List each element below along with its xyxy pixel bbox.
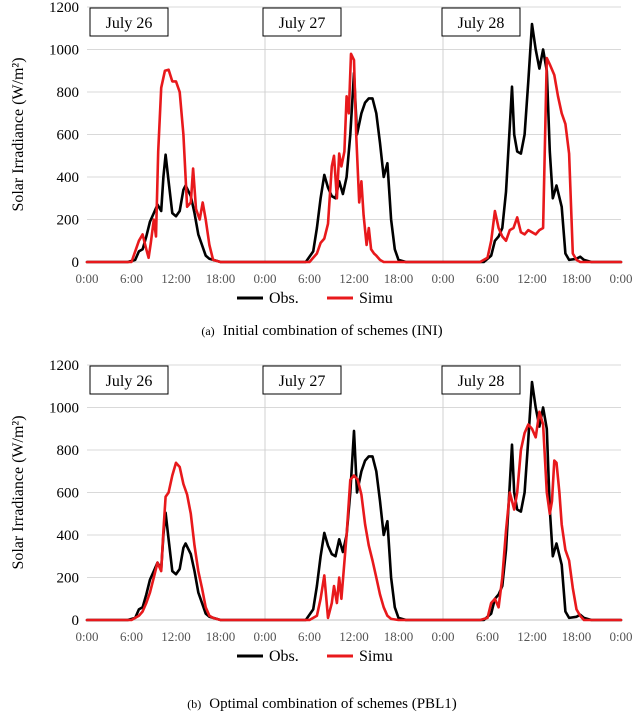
chart-a-xtick-label-6: 12:00 (339, 271, 369, 286)
chart-a-xtick-label-12: 0:00 (609, 271, 632, 286)
chart-b-day-label-box-2 (441, 365, 521, 395)
chart-a-xtick-label-1: 6:00 (120, 271, 143, 286)
chart-a-xtick-label-9: 6:00 (476, 271, 499, 286)
chart-a-day-label-box-2 (441, 7, 521, 37)
chart-a-day-label-2: July 28 (458, 15, 505, 32)
chart-b-ytick-label-6: 1200 (49, 358, 79, 374)
chart-b-xtick-label-6: 12:00 (339, 629, 369, 644)
chart-a-day-label-box-0 (89, 7, 169, 37)
chart-a-xtick-label-7: 18:00 (384, 271, 414, 286)
chart-a-day-label-0: July 26 (106, 15, 153, 32)
chart-b-ylabel: Solar Irradiance (W/m²) (10, 415, 27, 569)
chart-b-series-obs-line (85, 380, 623, 622)
chart-b-day-label-box-1 (262, 365, 342, 395)
chart-b-xtick-label-7: 18:00 (384, 629, 414, 644)
chart-a-series-obs-line (85, 22, 623, 264)
chart-b-xtick-label-4: 0:00 (253, 629, 276, 644)
chart-b-xtick-label-0: 0:00 (75, 629, 98, 644)
chart-b-xtick-label-10: 12:00 (517, 629, 547, 644)
chart-a-ytick-label-2: 400 (57, 170, 80, 186)
chart-b-xtick-label-9: 6:00 (476, 629, 499, 644)
chart-b-day-label-1: July 27 (279, 373, 326, 390)
chart-b-legend-label-0: Obs. (269, 648, 299, 665)
chart-a-svg: 0 200 400 600 800 1000 1200 0:00 6:00 12:00 18:00 0… (10, 0, 633, 307)
chart-b-ytick-label-3: 600 (57, 486, 80, 502)
chart-a-xtick-label-3: 18:00 (206, 271, 236, 286)
chart-a-day-label-1: July 27 (279, 15, 326, 32)
chart-a-xtick-label-0: 0:00 (75, 271, 98, 286)
chart-b-ytick-label-1: 200 (57, 571, 80, 587)
chart-a-ytick-label-0: 0 (72, 255, 80, 271)
chart-b-ytick-label-2: 400 (57, 528, 80, 544)
chart-a-legend-label-1: Simu (359, 290, 393, 307)
chart-a-xtick-label-5: 6:00 (298, 271, 321, 286)
chart-b-day-label-0: July 26 (106, 373, 153, 390)
chart-b-day-label-box-0 (89, 365, 169, 395)
chart-b-series-simu-line (85, 410, 623, 622)
chart-a-series-simu-line (85, 52, 623, 264)
chart-b-ytick-label-4: 800 (57, 443, 80, 459)
chart-panel-a: 0 200 400 600 800 1000 1200 0:00 6:00 12:00 18:00 0… (0, 0, 644, 340)
chart-a-xtick-label-4: 0:00 (253, 271, 276, 286)
chart-b-xtick-label-1: 6:00 (120, 629, 143, 644)
chart-b-legend-label-1: Simu (359, 648, 393, 665)
chart-b-ytick-label-5: 1000 (49, 401, 79, 417)
chart-b-ytick-label-0: 0 (72, 613, 80, 629)
chart-b-xtick-label-3: 18:00 (206, 629, 236, 644)
chart-a-legend-label-0: Obs. (269, 290, 299, 307)
chart-a-xtick-label-11: 18:00 (562, 271, 592, 286)
chart-a-xtick-label-10: 12:00 (517, 271, 547, 286)
caption-a-text: Initial combination of schemes (INI) (222, 323, 443, 339)
chart-a-ytick-label-4: 800 (57, 85, 80, 101)
chart-a-ylabel: Solar Irradiance (W/m²) (10, 57, 27, 211)
caption-a: (a) Initial combination of schemes (INI) (0, 323, 644, 340)
chart-b-xtick-label-2: 12:00 (161, 629, 191, 644)
chart-panel-b: 0 200 400 600 800 1000 1200 0:00 6:00 12:00 18:00 0… (0, 358, 644, 716)
chart-b-day-label-2: July 28 (458, 373, 505, 390)
chart-b-xtick-label-11: 18:00 (562, 629, 592, 644)
chart-a-ytick-label-1: 200 (57, 213, 80, 229)
chart-b-xtick-label-12: 0:00 (609, 629, 632, 644)
chart-a-ytick-label-6: 1200 (49, 0, 79, 16)
chart-b-xtick-label-5: 6:00 (298, 629, 321, 644)
chart-a-xtick-label-8: 0:00 (431, 271, 454, 286)
chart-b-xtick-label-8: 0:00 (431, 629, 454, 644)
caption-b-tag: (b) (187, 697, 202, 711)
chart-a-ytick-label-3: 600 (57, 128, 80, 144)
caption-b: (b) Optimal combination of schemes (PBL1) (0, 696, 644, 713)
caption-a-tag: (a) (201, 324, 215, 338)
chart-a-day-label-box-1 (262, 7, 342, 37)
chart-a-ytick-label-5: 1000 (49, 43, 79, 59)
chart-a-xtick-label-2: 12:00 (161, 271, 191, 286)
chart-b-svg: 0 200 400 600 800 1000 1200 0:00 6:00 12:00 18:00 0… (10, 358, 633, 665)
caption-b-text: Optimal combination of schemes (PBL1) (209, 696, 457, 712)
